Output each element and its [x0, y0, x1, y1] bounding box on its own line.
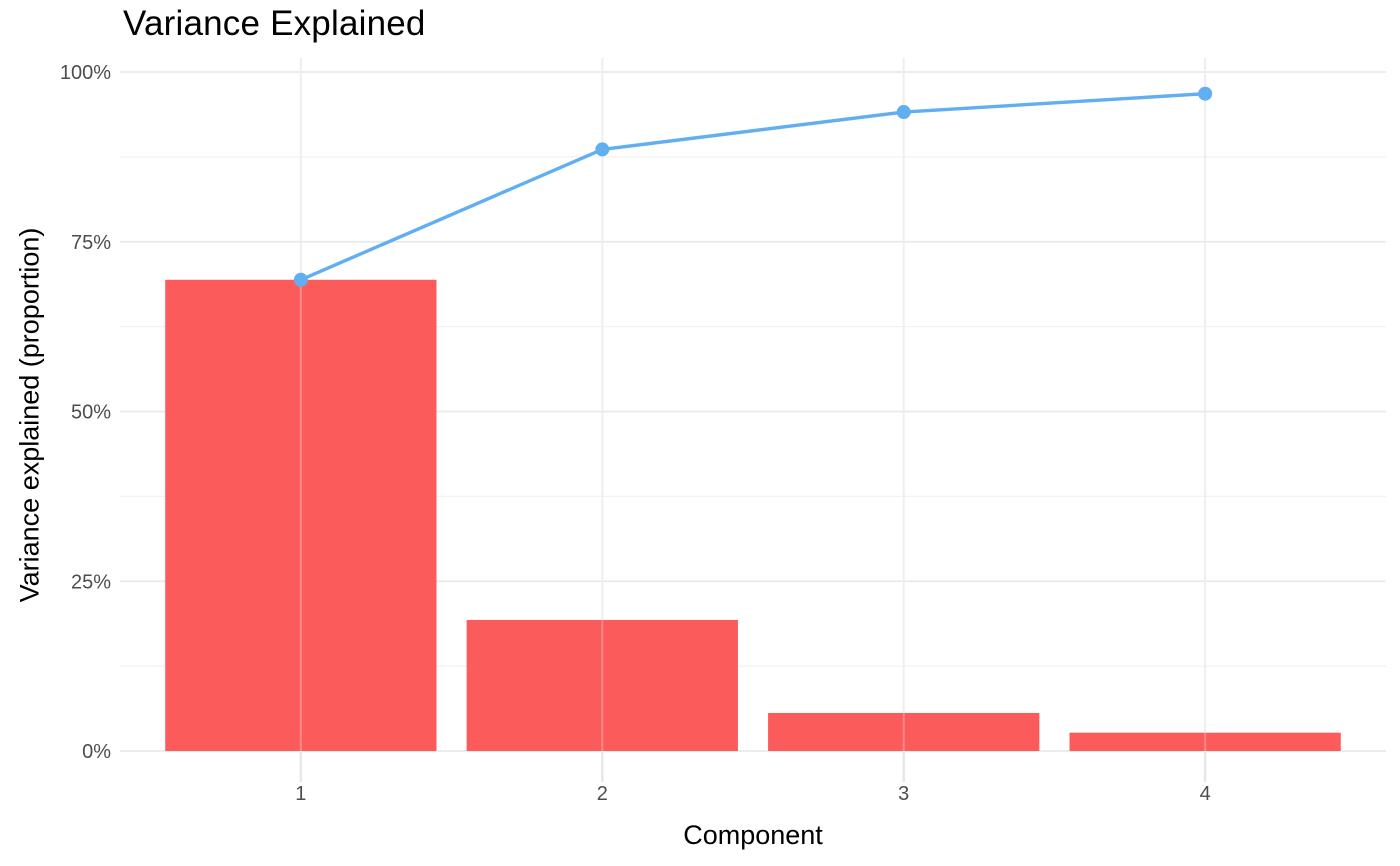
bar-component-3: [768, 712, 1040, 751]
x-tick-label: 2: [597, 783, 608, 805]
bar-component-1: [165, 279, 437, 751]
y-tick-label: 75%: [71, 232, 111, 254]
x-axis-title: Component: [683, 820, 823, 850]
cumulative-point-2: [595, 142, 610, 157]
cumulative-point-4: [1198, 86, 1213, 101]
y-tick-label: 100%: [60, 62, 111, 84]
bar-component-2: [466, 619, 738, 751]
chart-title: Variance Explained: [123, 4, 426, 43]
y-tick-label: 25%: [71, 571, 111, 593]
cumulative-line: [299, 92, 1207, 282]
cumulative-point-1: [293, 272, 308, 287]
bar-component-4: [1069, 732, 1341, 751]
cumulative-point-3: [896, 105, 911, 120]
y-tick-label: 0%: [82, 741, 111, 763]
x-tick-label: 1: [295, 783, 306, 805]
x-tick-label: 4: [1200, 783, 1211, 805]
y-tick-label: 50%: [71, 402, 111, 424]
x-tick-label: 3: [898, 783, 909, 805]
